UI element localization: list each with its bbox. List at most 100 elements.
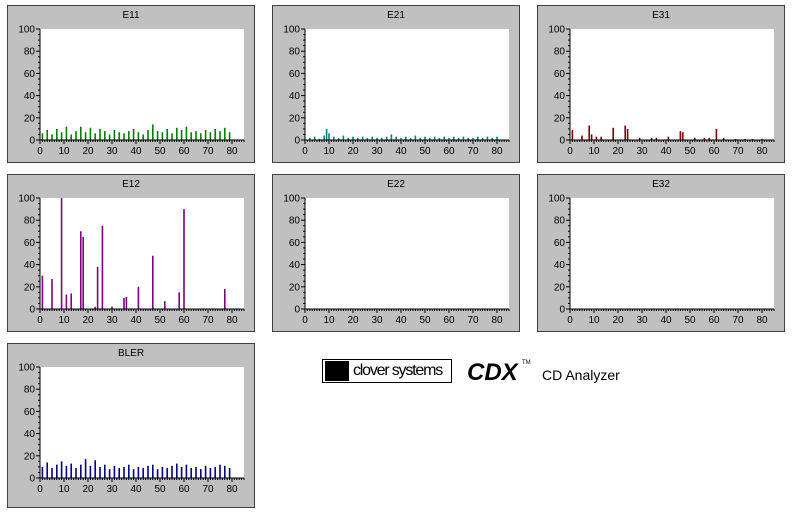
x-tick-label: 60 bbox=[708, 146, 720, 157]
x-tick-label: 80 bbox=[756, 146, 768, 157]
y-tick-label: 80 bbox=[554, 216, 566, 227]
chart-title: E11 bbox=[122, 10, 140, 21]
chart-panel-bler: BLER 0 20 40 60 80 100 0 10 20 30 40 50 60 70 80 bbox=[7, 343, 255, 508]
y-tick-label: 40 bbox=[24, 260, 36, 271]
y-tick-label: 20 bbox=[24, 113, 36, 124]
x-tick-label: 80 bbox=[226, 484, 238, 495]
y-tick-label: 40 bbox=[24, 429, 36, 440]
y-tick-label: 0 bbox=[294, 136, 300, 147]
x-tick-label: 60 bbox=[443, 315, 455, 326]
x-tick-label: 40 bbox=[130, 315, 142, 326]
y-tick-label: 100 bbox=[18, 363, 35, 374]
y-tick-label: 60 bbox=[24, 69, 36, 80]
x-tick-label: 60 bbox=[178, 146, 190, 157]
x-tick-label: 20 bbox=[347, 146, 359, 157]
y-tick-label: 100 bbox=[283, 25, 300, 36]
brand-block: clover systems CDX TM CD Analyzer bbox=[322, 357, 642, 397]
x-tick-label: 70 bbox=[202, 146, 214, 157]
chart-title: E32 bbox=[652, 179, 670, 190]
x-tick-label: 30 bbox=[106, 484, 118, 495]
x-tick-label: 70 bbox=[202, 315, 214, 326]
x-tick-label: 20 bbox=[612, 146, 624, 157]
x-tick-label: 30 bbox=[636, 315, 648, 326]
x-tick-label: 10 bbox=[58, 146, 70, 157]
plot-area bbox=[305, 29, 509, 140]
chart-panel-e11: E11 0 20 40 60 80 100 0 10 20 30 40 50 60 70 80 bbox=[7, 5, 255, 163]
x-tick-label: 10 bbox=[323, 146, 335, 157]
x-tick-label: 80 bbox=[756, 315, 768, 326]
y-tick-label: 20 bbox=[554, 113, 566, 124]
x-tick-label: 60 bbox=[443, 146, 455, 157]
y-tick-label: 80 bbox=[24, 47, 36, 58]
product-subtitle: CD Analyzer bbox=[542, 367, 620, 383]
x-tick-label: 70 bbox=[467, 315, 479, 326]
chart-title: E22 bbox=[387, 179, 405, 190]
y-tick-label: 40 bbox=[554, 260, 566, 271]
x-tick-label: 10 bbox=[58, 315, 70, 326]
chart-svg: 0 20 40 60 80 100 0 10 20 30 40 50 60 70 80 bbox=[18, 363, 245, 495]
plot-area bbox=[40, 29, 244, 140]
x-tick-label: 40 bbox=[660, 315, 672, 326]
chart-svg: 0 20 40 60 80 100 0 10 20 30 40 50 60 70 80 bbox=[283, 194, 510, 326]
x-tick-label: 50 bbox=[154, 315, 166, 326]
y-tick-label: 60 bbox=[554, 238, 566, 249]
plot-area bbox=[570, 29, 774, 140]
plot-area bbox=[570, 198, 774, 309]
logo-text: clover systems bbox=[353, 362, 443, 379]
y-tick-label: 80 bbox=[289, 47, 301, 58]
chart-title: E21 bbox=[387, 10, 405, 21]
y-tick-label: 100 bbox=[18, 25, 35, 36]
x-tick-label: 60 bbox=[178, 315, 190, 326]
chart-svg: 0 20 40 60 80 100 0 10 20 30 40 50 60 70 80 bbox=[548, 194, 775, 326]
x-tick-label: 80 bbox=[226, 146, 238, 157]
x-tick-label: 30 bbox=[636, 146, 648, 157]
y-tick-label: 80 bbox=[24, 216, 36, 227]
y-tick-label: 0 bbox=[29, 136, 35, 147]
y-tick-label: 40 bbox=[289, 260, 301, 271]
x-tick-label: 0 bbox=[302, 146, 308, 157]
x-tick-label: 0 bbox=[37, 146, 43, 157]
x-tick-label: 0 bbox=[567, 146, 573, 157]
y-tick-label: 60 bbox=[24, 238, 36, 249]
x-tick-label: 50 bbox=[154, 146, 166, 157]
y-tick-label: 20 bbox=[24, 282, 36, 293]
x-tick-label: 20 bbox=[82, 315, 94, 326]
y-tick-label: 100 bbox=[283, 194, 300, 205]
x-tick-label: 20 bbox=[347, 315, 359, 326]
x-tick-label: 60 bbox=[708, 315, 720, 326]
y-tick-label: 60 bbox=[24, 407, 36, 418]
y-tick-label: 100 bbox=[548, 194, 565, 205]
y-tick-label: 80 bbox=[289, 216, 301, 227]
chart-panel-e22: E22 0 20 40 60 80 100 0 10 20 30 40 50 60 70 80 bbox=[272, 174, 520, 332]
chart-svg: 0 20 40 60 80 100 0 10 20 30 40 50 60 70 80 bbox=[548, 25, 775, 157]
x-tick-label: 30 bbox=[106, 315, 118, 326]
x-tick-label: 50 bbox=[684, 315, 696, 326]
y-tick-label: 100 bbox=[18, 194, 35, 205]
y-tick-label: 80 bbox=[554, 47, 566, 58]
x-tick-label: 40 bbox=[130, 484, 142, 495]
chart-svg: 0 20 40 60 80 100 0 10 20 30 40 50 60 70 80 bbox=[18, 25, 245, 157]
x-tick-label: 40 bbox=[130, 146, 142, 157]
chart-title: E31 bbox=[652, 10, 670, 21]
x-tick-label: 10 bbox=[323, 315, 335, 326]
y-tick-label: 40 bbox=[554, 91, 566, 102]
plot-area bbox=[305, 198, 509, 309]
x-tick-label: 70 bbox=[732, 315, 744, 326]
x-tick-label: 20 bbox=[612, 315, 624, 326]
trademark-mark: TM bbox=[522, 360, 531, 366]
y-tick-label: 0 bbox=[29, 305, 35, 316]
x-tick-label: 0 bbox=[302, 315, 308, 326]
y-tick-label: 20 bbox=[554, 282, 566, 293]
y-tick-label: 20 bbox=[289, 113, 301, 124]
x-tick-label: 70 bbox=[732, 146, 744, 157]
y-tick-label: 0 bbox=[29, 474, 35, 485]
clover-systems-logo: clover systems bbox=[322, 359, 452, 383]
x-tick-label: 0 bbox=[37, 484, 43, 495]
y-tick-label: 40 bbox=[24, 91, 36, 102]
x-tick-label: 80 bbox=[226, 315, 238, 326]
x-tick-label: 50 bbox=[419, 315, 431, 326]
x-tick-label: 10 bbox=[588, 315, 600, 326]
y-tick-label: 60 bbox=[289, 69, 301, 80]
x-tick-label: 0 bbox=[567, 315, 573, 326]
x-tick-label: 40 bbox=[395, 146, 407, 157]
